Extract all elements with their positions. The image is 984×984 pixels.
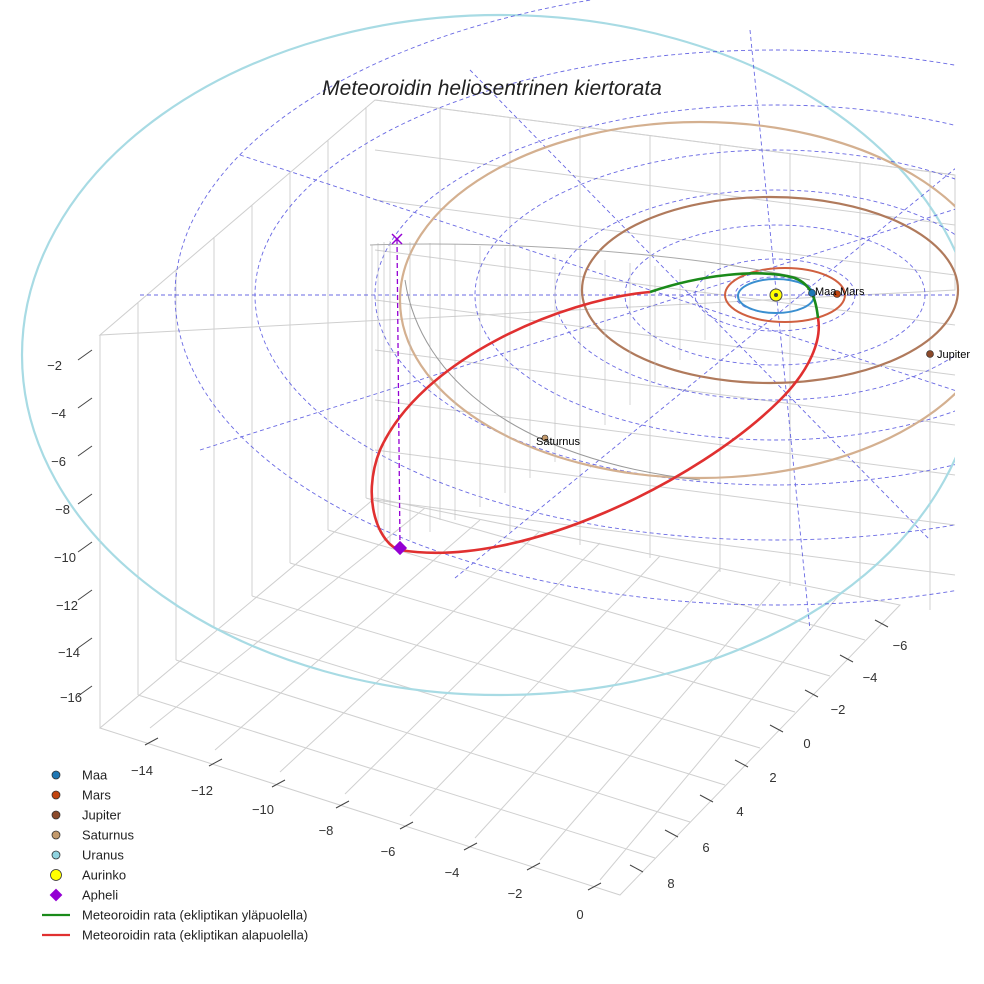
z-tick-label: −10 [54,550,76,565]
legend-label: Meteoroidin rata (ekliptikan yläpuolella… [82,908,307,923]
legend-label: Uranus [82,848,124,863]
legend-swatch [51,810,61,820]
z-tick-label: −12 [56,598,78,613]
x-tick-label: 0 [576,907,583,922]
orbit-saturnus [398,120,955,480]
series-below-ecliptic [370,290,821,555]
legend-item: Apheli [49,888,118,903]
x-tick-label: −2 [508,886,523,901]
legend-swatch [51,770,61,780]
y-tick-label: 0 [803,736,810,751]
x-tick-label: −6 [381,844,396,859]
legend-item: Uranus [51,848,124,863]
projection-curtain [371,241,706,546]
planet-saturnus-marker [541,434,549,442]
legend-item: Maa [51,768,108,783]
planet-maa-marker [808,289,816,297]
sun-core [774,293,778,297]
y-tick-label: 2 [769,770,776,785]
legend-label: Aurinko [82,868,126,883]
legend-label: Saturnus [82,828,135,843]
box-grid [98,99,956,896]
legend-item: Meteoroidin rata (ekliptikan alapuolella… [42,928,308,943]
aphelion-projection-marker [391,233,403,245]
chart-title: Meteoroidin heliosentrinen kiertorata [322,77,662,100]
z-tick-label: −14 [58,645,80,660]
y-tick-label: 4 [736,804,743,819]
legend-item: Meteoroidin rata (ekliptikan yläpuolella… [42,908,307,923]
x-axis: −14 −12 −10 −8 −6 −4 −2 0 [131,737,602,922]
aphelion-marker [392,540,408,556]
legend-label: Maa [82,768,108,783]
legend: Maa Mars Jupiter Saturnus Uranus Aurinko Aphel… [42,768,308,943]
x-tick-label: −12 [191,783,213,798]
legend-item: Aurinko [50,868,126,883]
planet-label-maa: Maa [815,286,837,298]
x-tick-label: −14 [131,763,153,778]
y-tick-label: −4 [863,670,878,685]
orbit-jupiter [580,195,960,385]
legend-item: Mars [51,788,111,803]
orbit-uranus [21,14,955,696]
y-tick-label: 6 [702,840,709,855]
legend-label: Meteoroidin rata (ekliptikan alapuolella… [82,928,308,943]
z-tick-label: −6 [51,454,66,469]
orbit-mars [724,267,846,323]
planet-label-saturnus: Saturnus [536,436,581,448]
z-tick-label: −8 [55,502,70,517]
x-tick-label: −10 [252,802,274,817]
z-tick-label: −2 [47,358,62,373]
z-tick-label: −16 [60,690,82,705]
legend-label: Jupiter [82,808,122,823]
planet-mars-marker [833,290,841,298]
legend-item: Jupiter [51,808,122,823]
x-tick-label: −8 [319,823,334,838]
legend-label: Apheli [82,888,118,903]
z-tick-label: −4 [51,406,66,421]
series-above-ecliptic [649,272,820,319]
y-axis: −6 −4 −2 0 2 4 6 8 [629,619,908,891]
legend-item: Saturnus [51,828,135,843]
legend-label: Mars [82,788,111,803]
planet-label-jupiter: Jupiter [937,349,970,361]
legend-swatch [50,869,62,881]
saturn-orbit-shadow [404,279,701,481]
y-tick-label: −6 [893,638,908,653]
orbit-projection [369,243,811,281]
legend-swatch [51,790,61,800]
legend-swatch [51,850,61,860]
planet-jupiter-marker [926,350,934,358]
y-tick-label: −2 [831,702,846,717]
x-tick-label: −4 [445,865,460,880]
z-axis: −2 −4 −6 −8 −10 −12 −14 −16 [47,349,93,705]
legend-swatch [51,830,61,840]
planet-label-mars: Mars [840,286,865,298]
legend-swatch [49,888,63,902]
aphelion-dropline [396,239,401,549]
y-tick-label: 8 [667,876,674,891]
